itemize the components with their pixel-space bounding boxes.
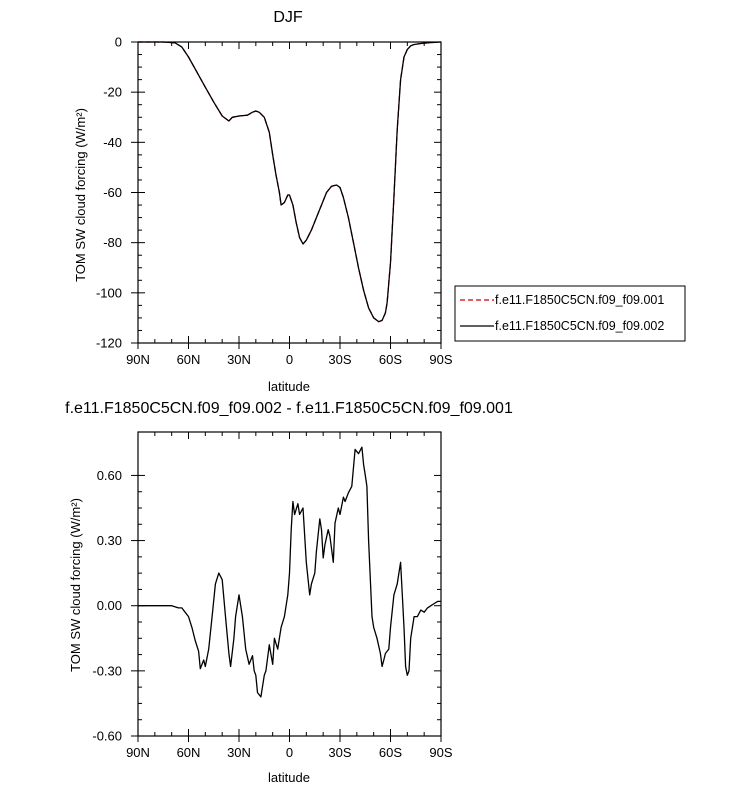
bottom-y-axis-label: TOM SW cloud forcing (W/m²) bbox=[68, 498, 83, 672]
top-y-tick-label: -80 bbox=[103, 235, 122, 250]
top-y-tick-label: -20 bbox=[103, 85, 122, 100]
top-x-tick-label: 90N bbox=[126, 352, 150, 367]
top-series-line-1 bbox=[138, 41, 442, 323]
top-chart: DJF 90N 60N 30N 0 30S 60S 90S 0 -20 -40 -60 -80 -100… bbox=[73, 9, 453, 394]
bottom-x-tick-label: 90N bbox=[126, 745, 150, 760]
top-x-tick-label: 90S bbox=[429, 352, 452, 367]
top-y-tick-label: -100 bbox=[96, 285, 122, 300]
top-plot-frame bbox=[137, 41, 442, 344]
bottom-x-tick-label: 30N bbox=[227, 745, 251, 760]
legend-box bbox=[454, 285, 686, 342]
top-x-tick-label: 30N bbox=[227, 352, 251, 367]
top-y-tick-label: -40 bbox=[103, 135, 122, 150]
top-y-axis-label: TOM SW cloud forcing (W/m²) bbox=[73, 108, 88, 282]
bottom-x-tick-label: 90S bbox=[429, 745, 452, 760]
top-x-tick-label: 30S bbox=[328, 352, 351, 367]
bottom-y-tick-label: 0.30 bbox=[97, 533, 122, 548]
bottom-y-tick-label: 0.00 bbox=[97, 598, 122, 613]
top-series-lines bbox=[138, 41, 442, 323]
bottom-series-lines bbox=[138, 446, 441, 698]
top-chart-title: DJF bbox=[273, 9, 303, 26]
bottom-y-tick-label: -0.60 bbox=[92, 729, 122, 744]
top-x-tick-label: 60N bbox=[177, 352, 201, 367]
bottom-y-tick-label: -0.30 bbox=[92, 663, 122, 678]
bottom-axes-ticks: 90N 60N 30N 0 30S 60S 90S 0.60 0.30 0.00 -0.30 -0.6… bbox=[92, 432, 453, 760]
top-y-tick-label: -120 bbox=[96, 336, 122, 351]
bottom-plot-frame bbox=[137, 431, 442, 737]
bottom-series-line-1 bbox=[138, 446, 441, 698]
top-series-line-2 bbox=[138, 41, 442, 323]
legend-label-series-002: f.e11.F1850C5CN.f09_f09.002 bbox=[495, 319, 664, 333]
top-y-tick-label: -60 bbox=[103, 185, 122, 200]
legend: f.e11.F1850C5CN.f09_f09.001 f.e11.F1850C… bbox=[454, 285, 686, 342]
bottom-x-axis-label: latitude bbox=[268, 770, 310, 785]
bottom-chart-title: f.e11.F1850C5CN.f09_f09.002 - f.e11.F185… bbox=[65, 400, 513, 417]
bottom-x-tick-label: 0 bbox=[286, 745, 293, 760]
bottom-y-tick-label: 0.60 bbox=[97, 468, 122, 483]
top-x-tick-label: 0 bbox=[286, 352, 293, 367]
bottom-x-tick-label: 60N bbox=[177, 745, 201, 760]
bottom-chart: f.e11.F1850C5CN.f09_f09.002 - f.e11.F185… bbox=[65, 400, 513, 785]
top-x-tick-label: 60S bbox=[379, 352, 402, 367]
bottom-x-tick-label: 60S bbox=[379, 745, 402, 760]
legend-label-series-001: f.e11.F1850C5CN.f09_f09.001 bbox=[495, 293, 664, 307]
top-axes-ticks: 90N 60N 30N 0 30S 60S 90S 0 -20 -40 -60 -80 -100 -120 bbox=[96, 35, 453, 368]
bottom-x-tick-label: 30S bbox=[328, 745, 351, 760]
top-y-tick-label: 0 bbox=[115, 35, 122, 50]
top-x-axis-label: latitude bbox=[268, 379, 310, 394]
